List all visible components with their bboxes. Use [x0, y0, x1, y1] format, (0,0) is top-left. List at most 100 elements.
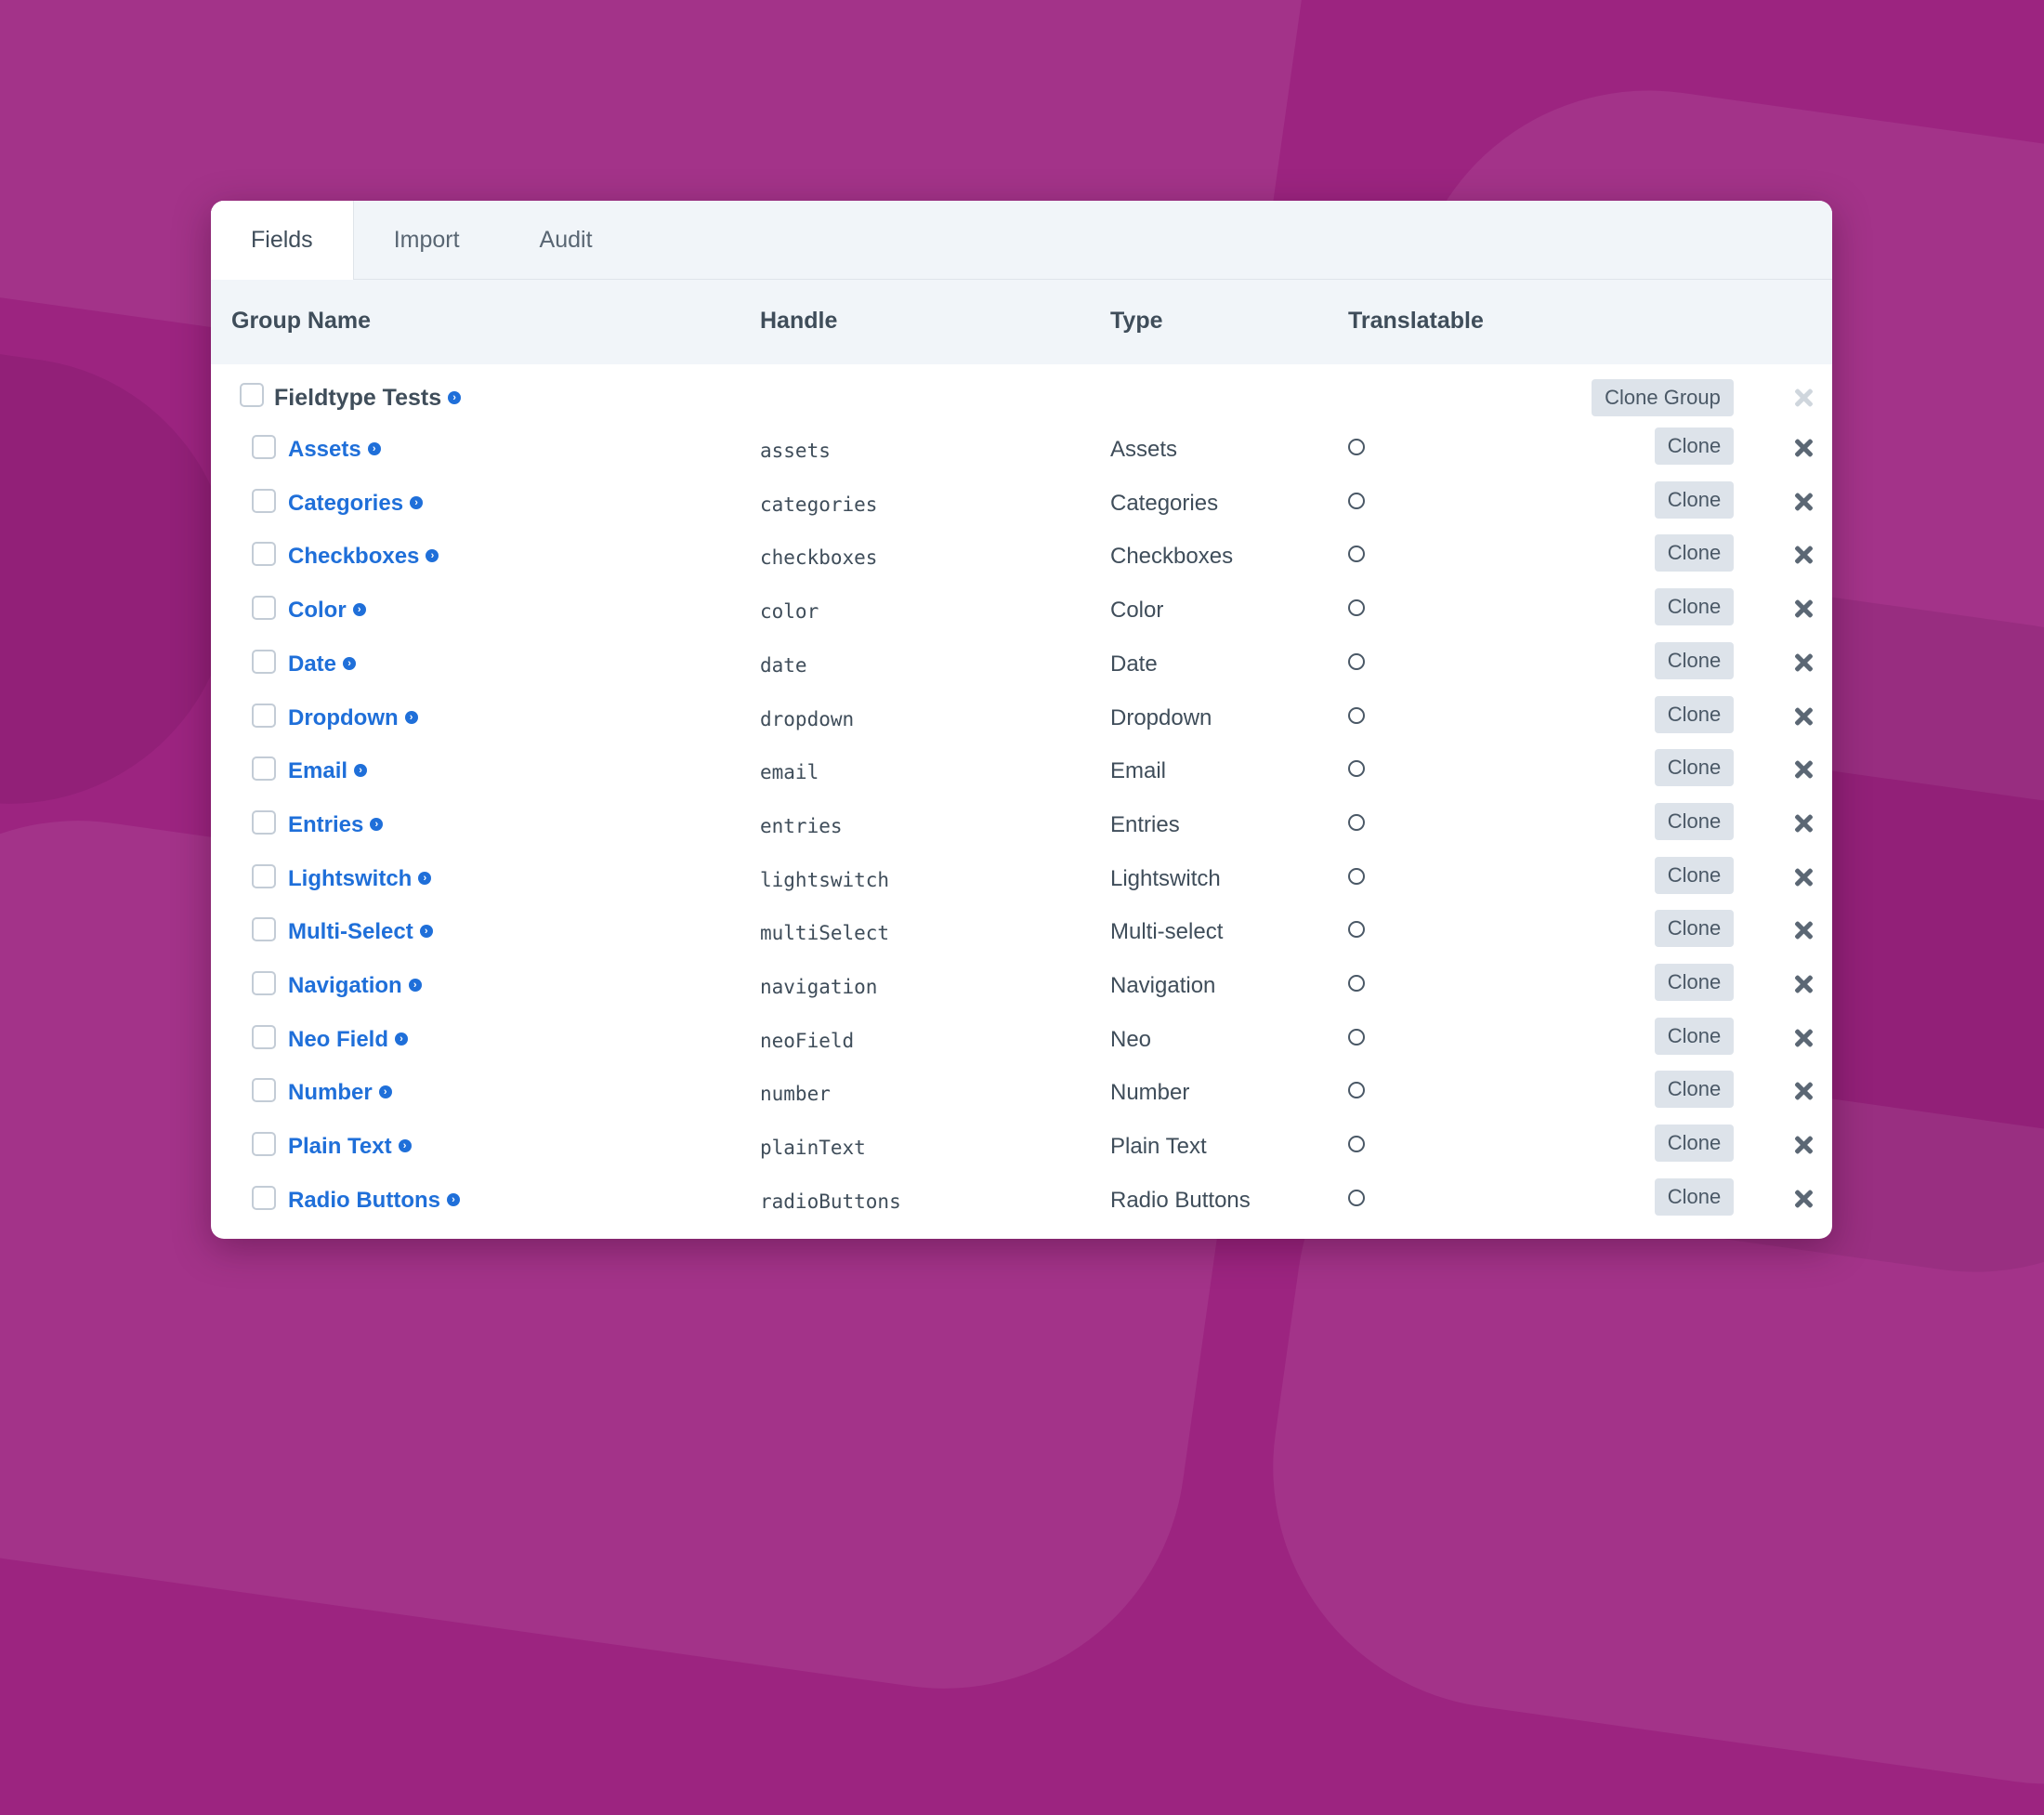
field-name-link[interactable]: Categories ›: [288, 491, 424, 517]
delete-field-close-icon[interactable]: [1794, 599, 1813, 618]
field-checkbox[interactable]: [252, 971, 276, 995]
field-checkbox[interactable]: [252, 1132, 276, 1156]
arrow-circle-icon: ›: [352, 603, 366, 617]
radio-empty-icon: [1348, 653, 1365, 670]
delete-field-close-icon[interactable]: [1794, 1136, 1813, 1154]
table-row: Dropdown › dropdown Dropdown Clone: [211, 696, 1832, 756]
delete-field-close-icon[interactable]: [1794, 439, 1813, 457]
delete-field-close-icon[interactable]: [1794, 1190, 1813, 1208]
field-name-link[interactable]: Checkboxes ›: [288, 544, 439, 570]
field-checkbox[interactable]: [252, 650, 276, 674]
arrow-circle-icon: ›: [370, 818, 384, 832]
radio-empty-icon: [1348, 760, 1365, 777]
field-name: Categories: [288, 491, 404, 516]
field-handle: multiSelect: [760, 922, 890, 944]
group-row: Fieldtype Tests › Clone Group: [211, 364, 1832, 418]
field-name-link[interactable]: Date ›: [288, 651, 357, 677]
field-name-link[interactable]: Lightswitch ›: [288, 866, 432, 892]
tab-fields[interactable]: Fields: [211, 201, 354, 280]
field-checkbox[interactable]: [252, 489, 276, 513]
field-handle: dropdown: [760, 708, 855, 730]
table-row: Lightswitch › lightswitch Lightswitch Clone: [211, 857, 1832, 916]
clone-button[interactable]: Clone: [1655, 1125, 1734, 1162]
radio-empty-icon: [1348, 599, 1365, 616]
field-checkbox[interactable]: [252, 810, 276, 835]
field-name-link[interactable]: Number ›: [288, 1080, 392, 1106]
tab-bar: Fields Import Audit: [211, 201, 1832, 280]
field-checkbox[interactable]: [252, 864, 276, 888]
arrow-circle-icon: ›: [408, 979, 422, 993]
clone-button[interactable]: Clone: [1655, 427, 1734, 465]
delete-field-close-icon[interactable]: [1794, 707, 1813, 726]
delete-field-close-icon[interactable]: [1794, 493, 1813, 511]
clone-group-button[interactable]: Clone Group: [1592, 379, 1734, 416]
group-checkbox[interactable]: [240, 383, 264, 407]
field-name-link[interactable]: Multi-Select ›: [288, 919, 433, 945]
field-name-link[interactable]: Neo Field ›: [288, 1027, 409, 1053]
delete-field-close-icon[interactable]: [1794, 546, 1813, 564]
delete-field-close-icon[interactable]: [1794, 868, 1813, 887]
field-name-link[interactable]: Entries ›: [288, 812, 384, 838]
table-row: Radio Buttons › radioButtons Radio Buttons C…: [211, 1178, 1832, 1238]
radio-empty-icon: [1348, 493, 1365, 509]
field-type: Number: [1110, 1080, 1190, 1105]
field-checkbox[interactable]: [252, 917, 276, 941]
clone-button[interactable]: Clone: [1655, 910, 1734, 947]
radio-empty-icon: [1348, 975, 1365, 992]
field-checkbox[interactable]: [252, 1025, 276, 1049]
radio-empty-icon: [1348, 921, 1365, 938]
field-name: Dropdown: [288, 705, 399, 730]
field-name-link[interactable]: Dropdown ›: [288, 705, 418, 731]
radio-empty-icon: [1348, 814, 1365, 831]
field-handle: color: [760, 600, 819, 623]
field-name-link[interactable]: Plain Text ›: [288, 1134, 412, 1160]
field-type: Checkboxes: [1110, 544, 1234, 569]
field-checkbox[interactable]: [252, 1186, 276, 1210]
clone-button[interactable]: Clone: [1655, 696, 1734, 733]
arrow-circle-icon: ›: [418, 872, 432, 886]
clone-button[interactable]: Clone: [1655, 1178, 1734, 1216]
delete-field-close-icon[interactable]: [1794, 1082, 1813, 1100]
field-checkbox[interactable]: [252, 596, 276, 620]
delete-field-close-icon[interactable]: [1794, 760, 1813, 779]
table-row: Date › date Date Clone: [211, 642, 1832, 702]
field-name: Date: [288, 651, 337, 677]
field-name-link[interactable]: Email ›: [288, 758, 368, 784]
field-checkbox[interactable]: [252, 704, 276, 728]
field-name-link[interactable]: Assets ›: [288, 437, 381, 463]
clone-button[interactable]: Clone: [1655, 857, 1734, 894]
column-header-type: Type: [1110, 308, 1163, 334]
table-row: Plain Text › plainText Plain Text Clone: [211, 1125, 1832, 1184]
field-checkbox[interactable]: [252, 756, 276, 781]
field-checkbox[interactable]: [252, 435, 276, 459]
delete-group-close-icon[interactable]: [1794, 388, 1813, 407]
clone-button[interactable]: Clone: [1655, 803, 1734, 840]
clone-button[interactable]: Clone: [1655, 1071, 1734, 1108]
delete-field-close-icon[interactable]: [1794, 1029, 1813, 1047]
group-name[interactable]: Fieldtype Tests ›: [274, 385, 462, 412]
field-name-link[interactable]: Color ›: [288, 598, 366, 624]
clone-button[interactable]: Clone: [1655, 588, 1734, 625]
field-handle: categories: [760, 493, 878, 516]
tab-audit[interactable]: Audit: [539, 226, 593, 253]
delete-field-close-icon[interactable]: [1794, 921, 1813, 940]
clone-button[interactable]: Clone: [1655, 1018, 1734, 1055]
clone-button[interactable]: Clone: [1655, 964, 1734, 1001]
field-type: Color: [1110, 598, 1164, 623]
field-type: Categories: [1110, 491, 1219, 516]
field-name-link[interactable]: Navigation ›: [288, 973, 422, 999]
column-header-handle: Handle: [760, 308, 838, 334]
clone-button[interactable]: Clone: [1655, 749, 1734, 786]
delete-field-close-icon[interactable]: [1794, 814, 1813, 833]
field-checkbox[interactable]: [252, 1078, 276, 1102]
field-name: Entries: [288, 812, 364, 837]
clone-button[interactable]: Clone: [1655, 642, 1734, 679]
field-name-link[interactable]: Radio Buttons ›: [288, 1188, 460, 1214]
clone-button[interactable]: Clone: [1655, 534, 1734, 572]
field-name: Color: [288, 598, 347, 623]
clone-button[interactable]: Clone: [1655, 481, 1734, 519]
delete-field-close-icon[interactable]: [1794, 975, 1813, 993]
field-checkbox[interactable]: [252, 542, 276, 566]
tab-import[interactable]: Import: [393, 226, 460, 253]
delete-field-close-icon[interactable]: [1794, 653, 1813, 672]
